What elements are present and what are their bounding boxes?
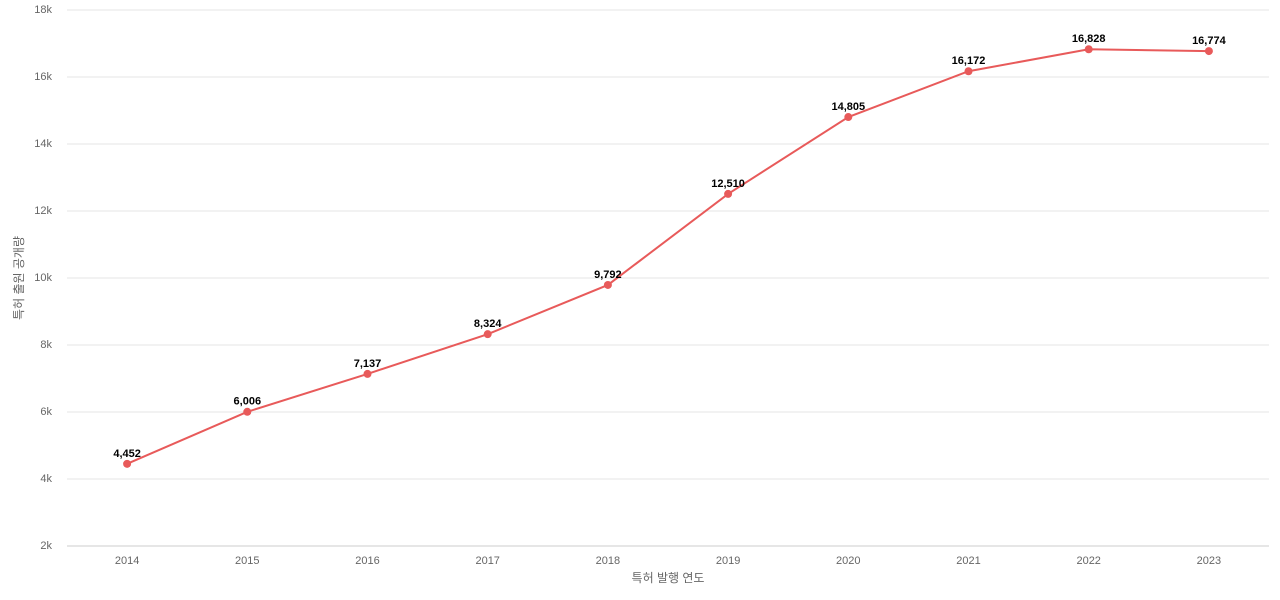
value-label: 12,510 bbox=[711, 178, 745, 190]
y-tick-label: 8k bbox=[40, 339, 52, 351]
y-tick-label: 14k bbox=[34, 138, 52, 150]
point bbox=[483, 330, 492, 339]
y-tick-label: 18k bbox=[34, 4, 52, 16]
point bbox=[1204, 47, 1213, 56]
y-tick-label: 10k bbox=[34, 272, 52, 284]
point bbox=[603, 280, 612, 289]
value-label: 9,792 bbox=[594, 269, 622, 281]
x-tick-label: 2021 bbox=[956, 555, 980, 567]
x-tick-label: 2015 bbox=[235, 555, 259, 567]
x-tick-label: 2022 bbox=[1076, 555, 1100, 567]
value-label: 8,324 bbox=[474, 318, 502, 330]
x-tick-label: 2023 bbox=[1197, 555, 1221, 567]
value-label: 16,172 bbox=[952, 55, 986, 67]
point bbox=[844, 113, 853, 122]
value-label: 16,828 bbox=[1072, 33, 1106, 45]
x-tick-label: 2018 bbox=[596, 555, 620, 567]
value-label: 4,452 bbox=[113, 448, 141, 460]
y-tick-label: 2k bbox=[40, 540, 52, 552]
x-tick-label: 2019 bbox=[716, 555, 740, 567]
line bbox=[126, 48, 1209, 465]
value-label: 14,805 bbox=[831, 101, 865, 113]
x-tick-label: 2014 bbox=[115, 555, 139, 567]
point bbox=[1084, 45, 1093, 54]
value-label: 7,137 bbox=[354, 358, 382, 370]
x-tick-label: 2016 bbox=[355, 555, 379, 567]
y-tick-label: 4k bbox=[40, 473, 52, 485]
point bbox=[123, 459, 132, 468]
y-tick-label: 16k bbox=[34, 71, 52, 83]
x-axis-label: 특허 발행 연도 bbox=[632, 570, 705, 585]
value-label: 16,774 bbox=[1192, 35, 1227, 47]
y-axis-label: 특허 출원 공개량 bbox=[12, 236, 26, 320]
y-tick-label: 12k bbox=[34, 205, 52, 217]
point bbox=[363, 369, 372, 378]
point bbox=[724, 189, 733, 198]
value-label: 6,006 bbox=[234, 396, 262, 408]
x-tick-label: 2020 bbox=[836, 555, 860, 567]
y-tick-label: 6k bbox=[40, 406, 52, 418]
x-tick-label: 2017 bbox=[475, 555, 499, 567]
point bbox=[964, 67, 973, 76]
point bbox=[243, 407, 252, 416]
